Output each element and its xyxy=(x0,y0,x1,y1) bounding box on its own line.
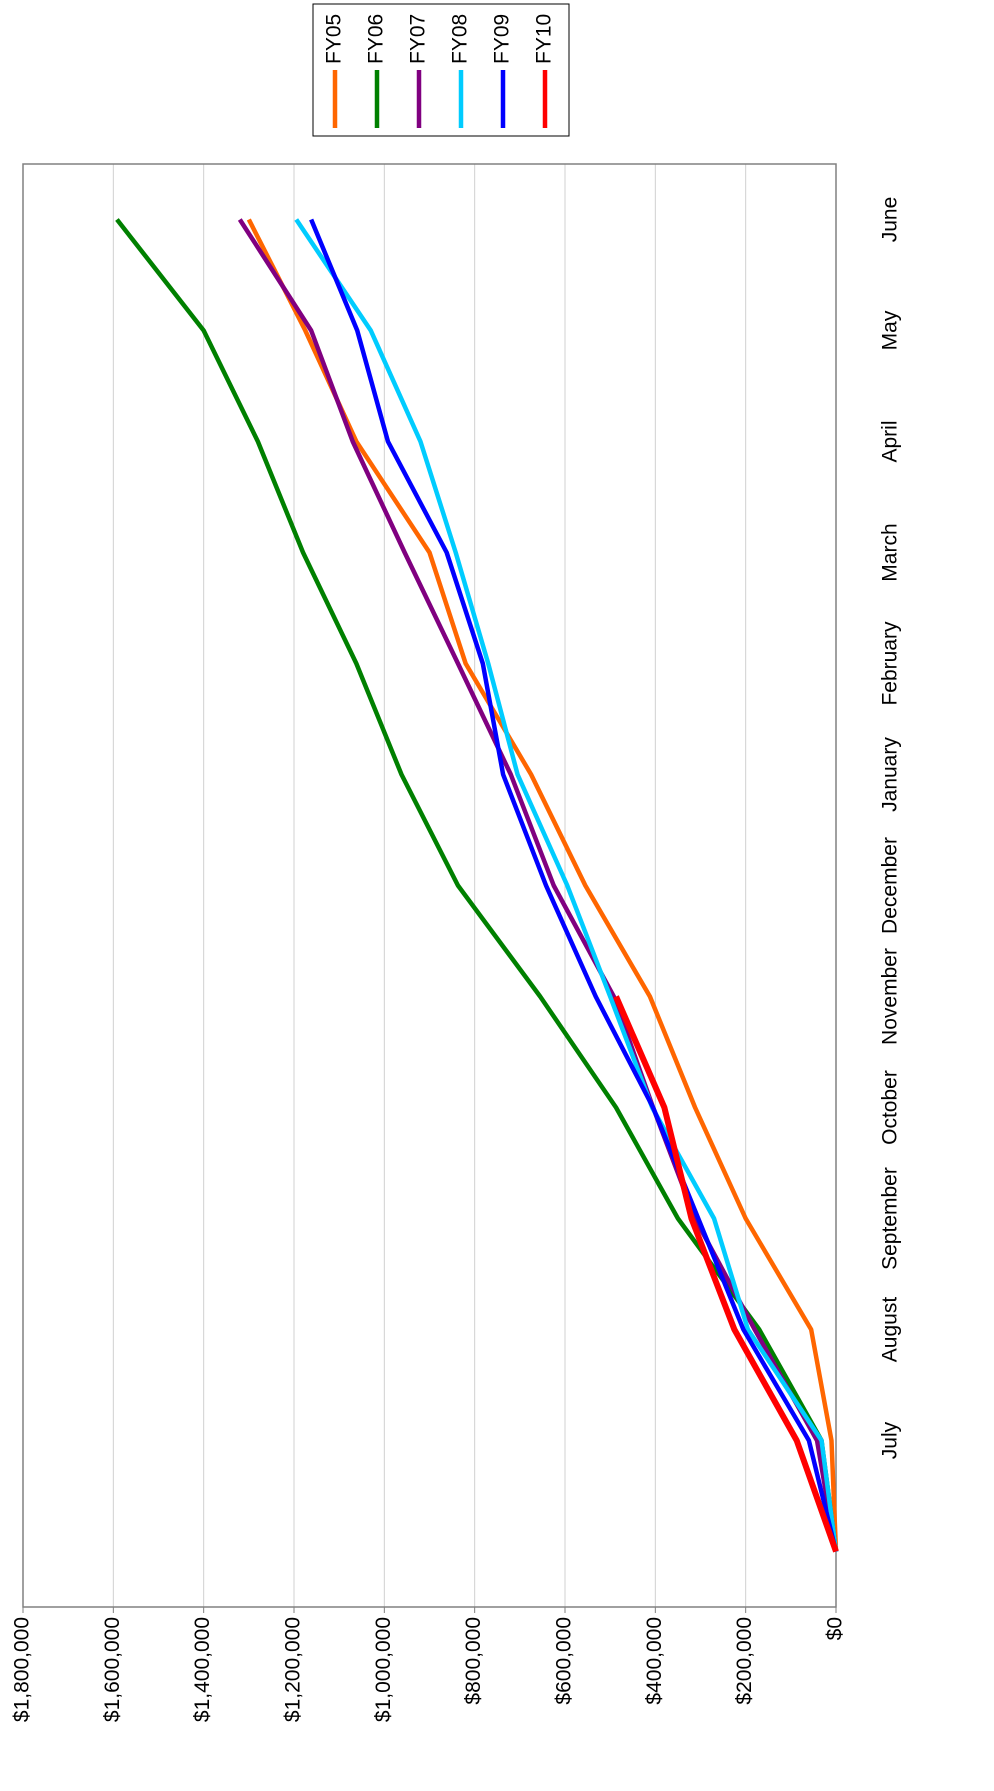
y-tick-label: $200,000 xyxy=(733,1617,756,1705)
x-tick-label: March xyxy=(879,523,902,581)
legend-label: FY07 xyxy=(407,14,430,64)
legend-label: FY05 xyxy=(323,14,346,64)
y-tick-label: $1,000,000 xyxy=(372,1617,395,1722)
x-tick-label: February xyxy=(879,621,902,706)
x-tick-label: April xyxy=(879,420,902,462)
x-tick-label: June xyxy=(879,197,902,243)
series-line xyxy=(237,218,839,1552)
series-line xyxy=(613,995,839,1553)
x-tick-label: August xyxy=(879,1297,902,1363)
y-tick-label: $400,000 xyxy=(643,1617,666,1705)
plot-border xyxy=(22,163,837,1608)
legend-label: FY10 xyxy=(533,14,556,64)
series-line xyxy=(294,218,839,1552)
series-line xyxy=(115,218,839,1552)
x-tick-label: September xyxy=(879,1167,902,1270)
x-tick-label: January xyxy=(879,737,902,812)
y-tick-label: $1,600,000 xyxy=(101,1617,124,1722)
x-tick-label: October xyxy=(879,1070,902,1145)
series-line xyxy=(246,218,839,1552)
x-tick-label: July xyxy=(879,1421,902,1459)
x-tick-label: November xyxy=(879,948,902,1045)
x-tick-label: May xyxy=(879,310,902,350)
y-tick-label: $0 xyxy=(824,1617,847,1640)
legend-box xyxy=(312,3,570,137)
y-tick-label: $1,200,000 xyxy=(282,1617,305,1722)
rotated-chart: $0 $200,000 $400,000 $600,000 $800,000 $1,000… xyxy=(11,3,902,1722)
y-tick-label: $1,800,000 xyxy=(11,1617,34,1722)
y-tick-label: $600,000 xyxy=(553,1617,576,1705)
legend-label: FY06 xyxy=(365,14,388,64)
legend-label: FY08 xyxy=(449,14,472,64)
legend-label: FY09 xyxy=(491,14,514,64)
series-line xyxy=(309,218,839,1553)
y-tick-label: $800,000 xyxy=(462,1617,485,1705)
x-tick-label: December xyxy=(879,837,902,934)
y-tick-label: $1,400,000 xyxy=(191,1617,214,1722)
